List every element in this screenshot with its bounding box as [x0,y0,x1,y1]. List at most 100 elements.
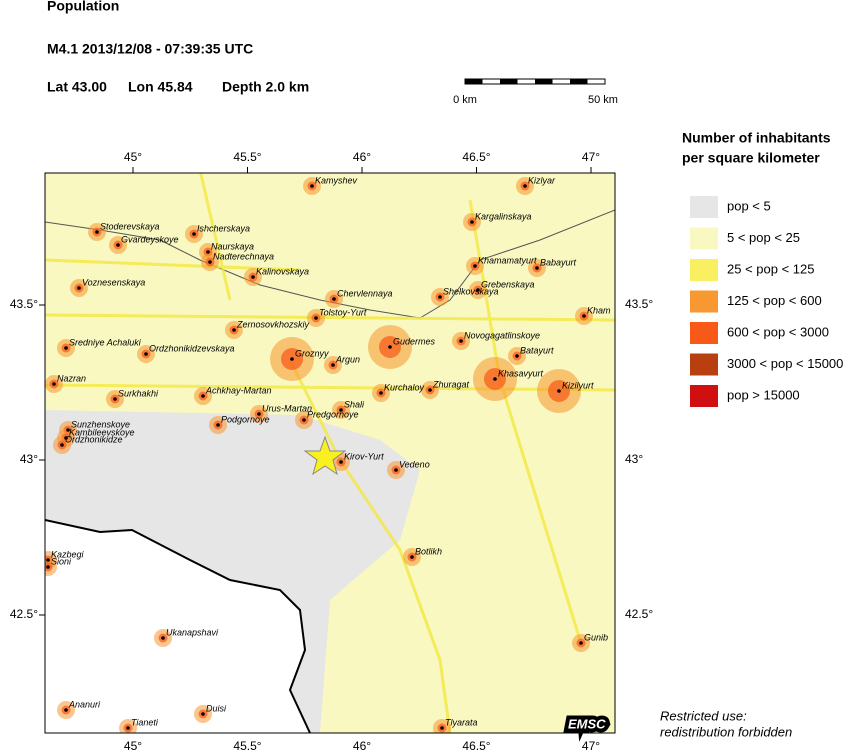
lon-tick-label: 47° [582,150,600,164]
town-dot [64,346,68,350]
lon-tick-label: 45.5° [233,150,261,164]
legend-swatch [690,353,718,376]
town-dot [208,260,212,264]
lon-tick-label: 45° [124,150,142,164]
event: M4.1 2013/12/08 - 07:39:35 UTC [47,41,253,57]
title: Population [47,0,119,14]
town-dot [459,339,463,343]
town-label: Gvardeyskoye [121,234,179,244]
scale-end: 50 km [588,94,618,106]
town-label: Surkhakhi [118,388,159,398]
town-label: Ordzhonikidzevskaya [149,343,235,353]
legend-label: 600 < pop < 3000 [727,324,829,339]
town-dot [476,288,480,292]
town-label: Batayurt [520,345,554,355]
epicenter [303,435,347,476]
town-dot [438,295,442,299]
town-dot [52,382,56,386]
town-dot [557,389,561,393]
town-dot [201,712,205,716]
town-dot [116,243,120,247]
town-label: Zhuragat [432,379,470,389]
lat-tick-label: 42.5° [625,607,653,621]
town-dot [314,316,318,320]
town-dot [394,468,398,472]
town-dot [302,418,306,422]
legend-label: 25 < pop < 125 [727,261,814,276]
lat-tick-label: 43° [625,452,643,466]
town-label: Kazbegi [51,549,85,559]
town-label: Podgornoye [221,414,270,424]
town-dot [290,357,294,361]
town-label: Ananuri [68,699,101,709]
town-dot [379,391,383,395]
town-label: Ordzhonikidze [65,434,123,444]
legend-swatch [690,227,718,250]
legend-label: pop > 15000 [727,387,800,402]
town-label: Groznyy [295,348,329,358]
lon-tick-label: 46° [353,150,371,164]
lon-tick-label: 46.5° [462,739,490,753]
town-label: Kamyshev [315,175,358,185]
town-label: Kurchaloy [384,382,425,392]
town-label: Urus-Martan [262,403,312,413]
lon-tick-label: 47° [582,739,600,753]
town-dot [64,708,68,712]
map: Kamyshev Kizlyar Stoderevskaya Ishcherskaya… [45,173,615,733]
depth: Depth 2.0 km [222,79,309,95]
town-label: Kham [587,305,611,315]
town-label: Predgornoye [307,409,359,419]
legend-swatch [690,322,718,344]
legend-swatch [690,196,718,218]
town-label: Argun [335,354,360,364]
town-label: Novogagatlinskoye [464,330,540,340]
scale-bar [464,78,606,85]
lon-tick-label: 45° [124,739,142,753]
town-dot [515,354,519,358]
town-label: Tianeti [131,717,159,727]
town-label: Botlikh [415,546,442,556]
legend-swatch [690,385,718,407]
legend-label: 5 < pop < 25 [727,230,800,245]
town-dot [331,363,335,367]
town-label: Grebenskaya [481,279,535,289]
town-label: Chervlennaya [337,288,393,298]
town-dot [77,286,81,290]
lon-tick-label: 45.5° [233,739,261,753]
legend-label: 125 < pop < 600 [727,293,822,308]
town-dot [192,232,196,236]
town-label: Sunzhenskoye [71,419,130,429]
lat-tick-label: 42.5° [10,607,38,621]
lon-tick-label: 46.5° [462,150,490,164]
town-label: Kizlyar [528,175,556,185]
lon-tick-label: 46° [353,739,371,753]
legend-swatch [690,290,718,313]
town-label: Babayurt [540,257,577,267]
town-label: Stoderevskaya [100,221,160,231]
lat-tick-label: 43.5° [10,297,38,311]
town-dot [410,555,414,559]
map-frame [44,172,616,734]
town-dot [582,314,586,318]
town-label: Naurskaya [211,241,254,251]
town-label: Ishcherskaya [197,223,250,233]
town-label: Tolstoy-Yurt [319,307,367,317]
town-dot [46,558,50,562]
town-dot [251,275,255,279]
town-label: Achkhay-Martan [205,385,272,395]
town-label: Gudermes [393,336,436,346]
town-dot [46,565,50,569]
town-dot [161,636,165,640]
town-label: Sredniye Achaluki [69,337,142,347]
lat-tick-label: 43.5° [625,297,653,311]
town-label: Kirov-Yurt [344,451,384,461]
legend-label: pop < 5 [727,198,771,213]
note: redistribution forbidden [660,724,792,739]
town-label: Kizilyurt [562,380,594,390]
town-dot [201,394,205,398]
town-dot [206,250,210,254]
town-dot [113,397,117,401]
town-dot [64,436,68,440]
town-dot [470,220,474,224]
town-dot [95,230,99,234]
